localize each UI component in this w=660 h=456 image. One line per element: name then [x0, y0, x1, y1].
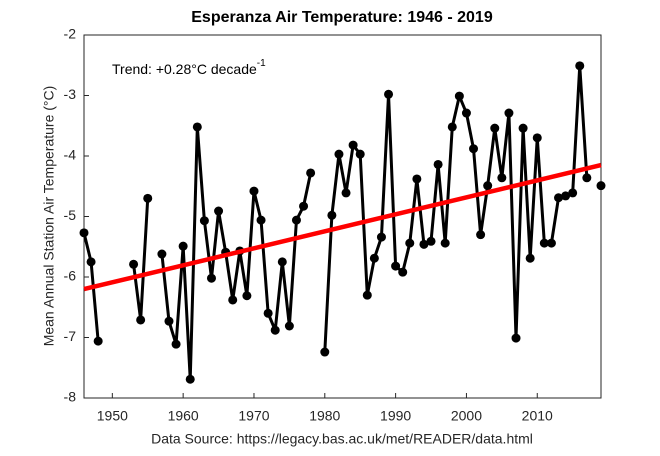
annotation-superscript: -1	[257, 58, 266, 69]
data-point	[299, 201, 309, 211]
data-point	[348, 140, 358, 150]
data-point	[539, 238, 549, 248]
y-tick-label: -6	[64, 268, 77, 284]
data-point	[178, 241, 188, 251]
data-point	[490, 123, 500, 133]
data-point	[511, 333, 521, 343]
data-point	[419, 239, 429, 249]
data-point	[334, 149, 344, 159]
data-point	[447, 122, 457, 132]
data-point	[171, 339, 181, 349]
data-point	[561, 191, 571, 201]
data-point	[426, 236, 436, 246]
data-point	[270, 325, 280, 335]
data-point	[199, 216, 209, 226]
x-tick-label: 2010	[522, 408, 553, 424]
data-point	[525, 253, 535, 263]
annotation-text: Trend: +0.28°C decade	[112, 61, 257, 77]
data-point	[518, 123, 528, 133]
data-point	[433, 159, 443, 169]
source-note: Data Source: https://legacy.bas.ac.uk/me…	[151, 431, 533, 447]
data-point	[568, 188, 578, 198]
data-point	[291, 215, 301, 225]
data-point	[469, 144, 479, 154]
data-point	[129, 259, 139, 269]
data-point	[86, 257, 96, 267]
data-point	[143, 193, 153, 203]
data-point	[596, 181, 606, 191]
data-point	[391, 261, 401, 271]
data-point	[440, 238, 450, 248]
trend-line	[83, 162, 602, 292]
y-tick-label: -7	[64, 328, 77, 344]
data-point	[320, 347, 330, 357]
data-point	[228, 295, 238, 305]
data-point	[306, 168, 316, 178]
data-point	[164, 316, 174, 326]
x-tick-label: 2000	[451, 408, 482, 424]
data-point	[327, 210, 337, 220]
y-tick-label: -8	[64, 389, 77, 405]
plot-frame	[83, 34, 602, 399]
data-line	[84, 66, 601, 379]
y-tick-label: -3	[64, 86, 77, 102]
x-tick-label: 1990	[380, 408, 411, 424]
data-point	[575, 61, 585, 71]
data-point	[206, 273, 216, 283]
data-point	[483, 181, 493, 191]
data-point	[504, 108, 514, 118]
data-point	[341, 188, 351, 198]
data-point	[476, 230, 486, 240]
y-axis-label: Mean Annual Station Air Temperature (°C)	[41, 86, 57, 347]
data-point	[362, 290, 372, 300]
data-point	[79, 228, 89, 238]
data-point	[192, 122, 202, 132]
data-point	[157, 249, 167, 259]
data-point	[256, 215, 266, 225]
x-tick-label: 1950	[97, 408, 128, 424]
x-tick-label: 1960	[168, 408, 199, 424]
data-point	[582, 173, 592, 183]
data-point	[263, 308, 273, 318]
annotation: Trend: +0.28°C decade-1	[112, 58, 266, 77]
data-point	[454, 91, 464, 101]
chart-title: Esperanza Air Temperature: 1946 - 2019	[191, 9, 493, 26]
data-point	[369, 253, 379, 263]
data-point	[532, 133, 542, 143]
data-point	[376, 232, 386, 242]
data-point	[277, 257, 287, 267]
y-tick-label: -2	[64, 26, 77, 42]
data-point	[405, 238, 415, 248]
data-point	[497, 173, 507, 183]
data-point	[242, 291, 252, 301]
data-point	[461, 108, 471, 118]
data-point	[554, 193, 564, 203]
x-tick-label: 1970	[238, 408, 269, 424]
x-tick-label: 1980	[309, 408, 340, 424]
y-tick-label: -5	[64, 207, 77, 223]
data-point	[214, 206, 224, 216]
data-point	[185, 374, 195, 384]
data-point	[412, 174, 422, 184]
data-point	[136, 315, 146, 325]
data-point	[546, 238, 556, 248]
data-point	[384, 89, 394, 99]
data-point	[398, 267, 408, 277]
data-point	[249, 186, 259, 196]
y-tick-label: -4	[64, 147, 77, 163]
data-point	[355, 149, 365, 159]
data-point	[93, 336, 103, 346]
data-point	[284, 321, 294, 331]
